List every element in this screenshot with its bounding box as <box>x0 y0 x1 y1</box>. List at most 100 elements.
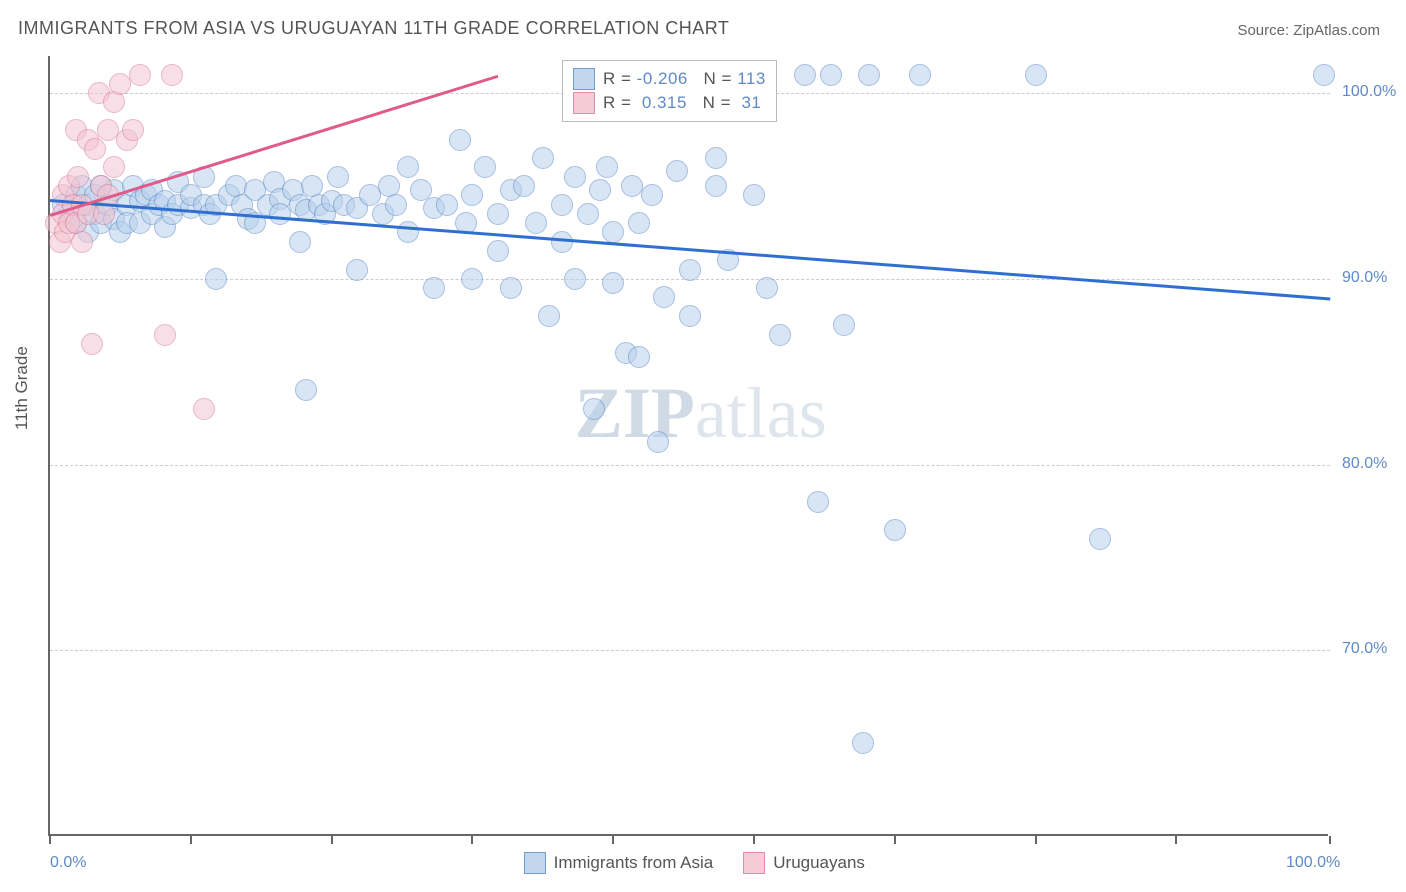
scatter-point-asia <box>909 64 931 86</box>
scatter-point-asia <box>538 305 560 327</box>
scatter-point-asia <box>1025 64 1047 86</box>
scatter-point-asia <box>705 175 727 197</box>
y-tick-label: 70.0% <box>1342 640 1387 658</box>
scatter-point-asia <box>628 212 650 234</box>
scatter-point-asia <box>551 194 573 216</box>
legend-label-asia: Immigrants from Asia <box>554 853 714 873</box>
scatter-point-uruguay <box>161 64 183 86</box>
scatter-point-asia <box>596 156 618 178</box>
scatter-point-asia <box>487 240 509 262</box>
legend-swatch-asia <box>524 852 546 874</box>
scatter-point-asia <box>474 156 496 178</box>
x-tick <box>753 836 755 844</box>
plot-area: 70.0%80.0%90.0%100.0%0.0%100.0%ZIPatlasR… <box>48 56 1328 836</box>
scatter-point-asia <box>397 221 419 243</box>
x-tick <box>190 836 192 844</box>
x-tick <box>331 836 333 844</box>
scatter-point-uruguay <box>71 231 93 253</box>
scatter-point-asia <box>628 346 650 368</box>
scatter-point-asia <box>641 184 663 206</box>
scatter-point-asia <box>884 519 906 541</box>
x-tick <box>894 836 896 844</box>
scatter-point-asia <box>449 129 471 151</box>
scatter-point-asia <box>705 147 727 169</box>
scatter-point-asia <box>807 491 829 513</box>
scatter-point-uruguay <box>103 156 125 178</box>
scatter-point-asia <box>423 277 445 299</box>
correlation-legend-row-asia: R = -0.206 N = 113 <box>573 67 766 91</box>
scatter-point-uruguay <box>122 119 144 141</box>
scatter-point-asia <box>436 194 458 216</box>
scatter-point-asia <box>385 194 407 216</box>
trendline-asia <box>50 199 1330 300</box>
scatter-point-asia <box>833 314 855 336</box>
legend-swatch-uruguay <box>573 92 595 114</box>
scatter-point-asia <box>653 286 675 308</box>
scatter-point-asia <box>756 277 778 299</box>
scatter-point-asia <box>525 212 547 234</box>
scatter-point-asia <box>647 431 669 453</box>
scatter-point-asia <box>397 156 419 178</box>
correlation-legend: R = -0.206 N = 113R = 0.315 N = 31 <box>562 60 777 122</box>
plot-wrap: 70.0%80.0%90.0%100.0%0.0%100.0%ZIPatlasR… <box>48 56 1372 836</box>
scatter-point-asia <box>513 175 535 197</box>
legend-label-uruguay: Uruguayans <box>773 853 865 873</box>
x-tick <box>1329 836 1331 844</box>
scatter-point-asia <box>820 64 842 86</box>
scatter-point-asia <box>487 203 509 225</box>
x-tick <box>1175 836 1177 844</box>
correlation-legend-row-uruguay: R = 0.315 N = 31 <box>573 91 766 115</box>
scatter-point-asia <box>461 268 483 290</box>
scatter-point-asia <box>577 203 599 225</box>
legend-swatch-asia <box>573 68 595 90</box>
gridline-h <box>50 465 1330 466</box>
scatter-point-asia <box>551 231 573 253</box>
scatter-point-asia <box>679 259 701 281</box>
scatter-point-uruguay <box>154 324 176 346</box>
scatter-point-asia <box>205 268 227 290</box>
x-tick <box>49 836 51 844</box>
scatter-point-asia <box>532 147 554 169</box>
scatter-point-asia <box>564 166 586 188</box>
y-tick-label: 80.0% <box>1342 455 1387 473</box>
x-tick <box>612 836 614 844</box>
scatter-point-asia <box>1089 528 1111 550</box>
y-tick-label: 90.0% <box>1342 269 1387 287</box>
scatter-point-asia <box>666 160 688 182</box>
scatter-point-uruguay <box>67 166 89 188</box>
scatter-point-asia <box>743 184 765 206</box>
source-attribution: Source: ZipAtlas.com <box>1237 22 1380 39</box>
scatter-point-asia <box>295 379 317 401</box>
series-legend: Immigrants from Asia Uruguayans <box>524 852 895 874</box>
y-axis-title: 11th Grade <box>12 346 32 430</box>
y-tick-label: 100.0% <box>1342 83 1396 101</box>
x-tick-label-min: 0.0% <box>50 854 86 872</box>
scatter-point-asia <box>346 259 368 281</box>
scatter-point-asia <box>500 277 522 299</box>
scatter-point-asia <box>852 732 874 754</box>
scatter-point-uruguay <box>193 398 215 420</box>
scatter-point-asia <box>602 272 624 294</box>
scatter-point-asia <box>461 184 483 206</box>
scatter-point-asia <box>1313 64 1335 86</box>
scatter-point-asia <box>794 64 816 86</box>
scatter-point-asia <box>858 64 880 86</box>
scatter-point-asia <box>289 231 311 253</box>
scatter-point-asia <box>679 305 701 327</box>
x-tick-label-max: 100.0% <box>1286 854 1372 872</box>
scatter-point-asia <box>769 324 791 346</box>
gridline-h <box>50 650 1330 651</box>
scatter-point-asia <box>327 166 349 188</box>
legend-swatch-uruguay <box>743 852 765 874</box>
scatter-point-uruguay <box>81 333 103 355</box>
scatter-point-asia <box>564 268 586 290</box>
scatter-point-uruguay <box>84 138 106 160</box>
x-tick <box>1035 836 1037 844</box>
scatter-point-uruguay <box>129 64 151 86</box>
watermark: ZIPatlas <box>575 372 827 455</box>
scatter-point-asia <box>602 221 624 243</box>
chart-title: IMMIGRANTS FROM ASIA VS URUGUAYAN 11TH G… <box>18 18 729 39</box>
x-tick <box>471 836 473 844</box>
scatter-point-asia <box>583 398 605 420</box>
scatter-point-asia <box>589 179 611 201</box>
